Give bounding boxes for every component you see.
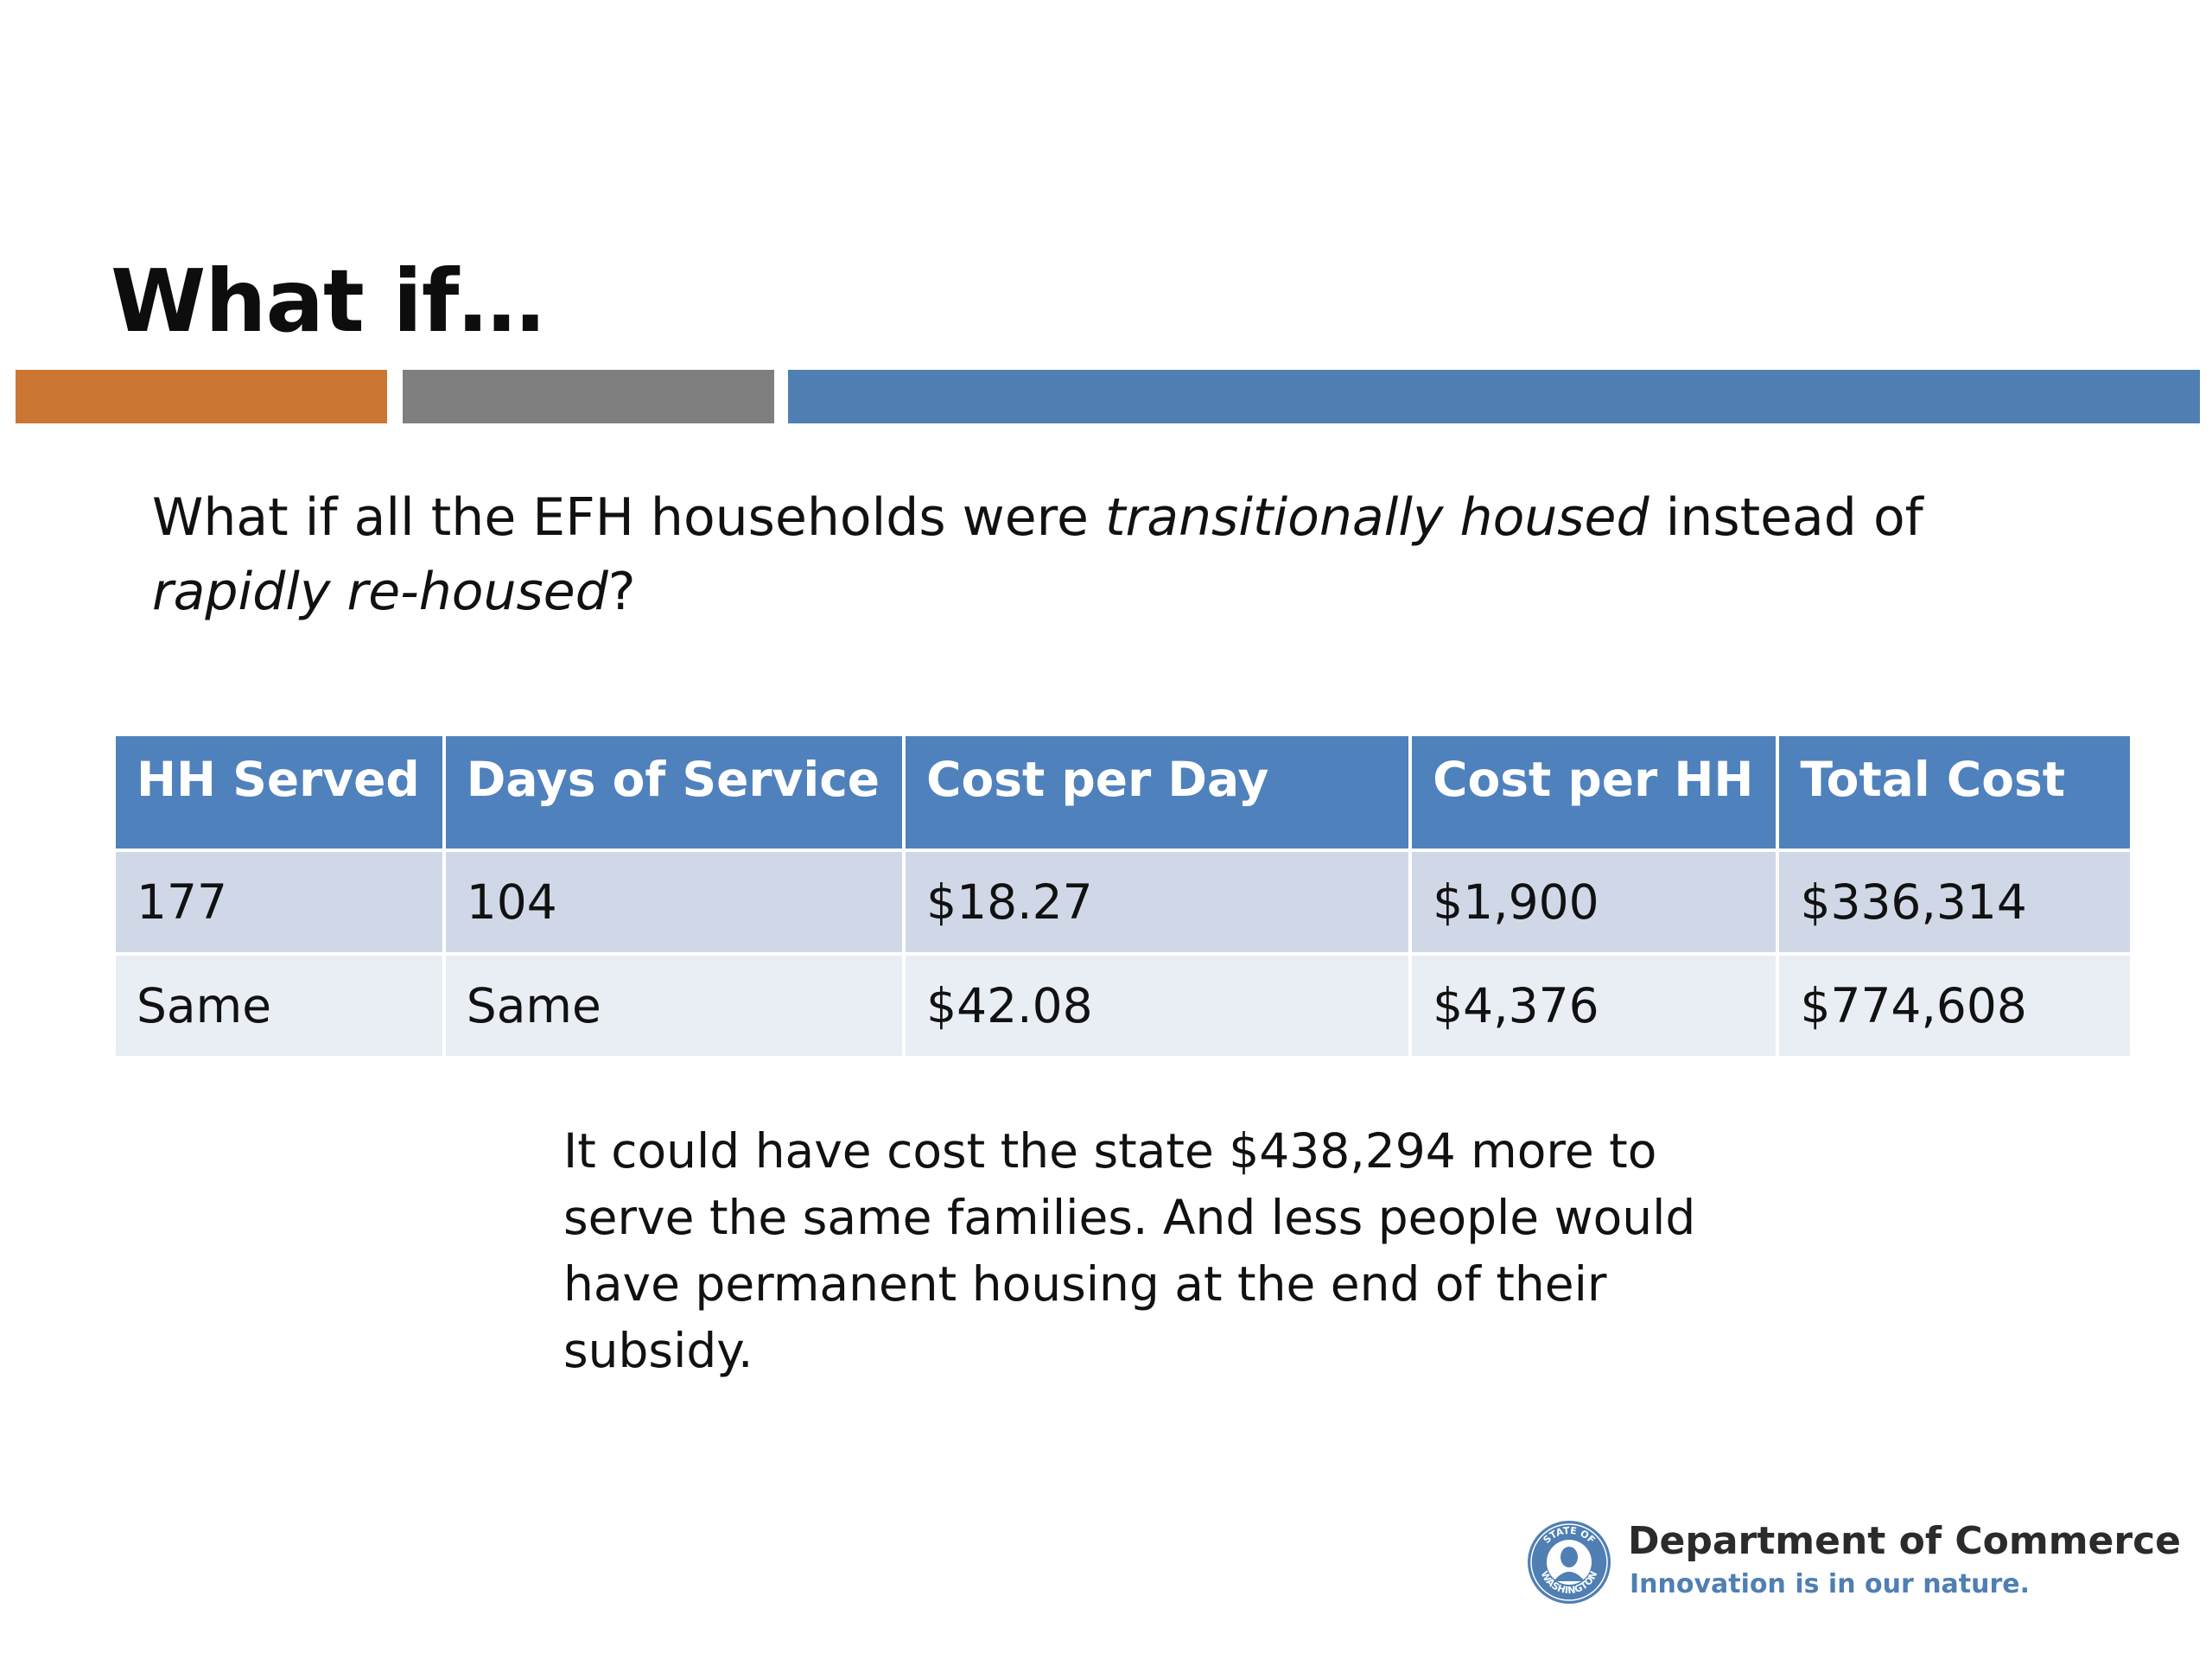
cell-hh-served: Same bbox=[116, 956, 442, 1056]
header-days-of-service: Days of Service bbox=[445, 736, 903, 849]
cell-cost-per-day: $42.08 bbox=[906, 956, 1409, 1056]
question-part-2: instead of bbox=[1649, 487, 1923, 548]
question-part-3: ? bbox=[607, 562, 636, 622]
table-header-row: HH Served Days of Service Cost per Day C… bbox=[116, 736, 2131, 849]
table-row: 177 104 $18.27 $1,900 $336,314 bbox=[116, 852, 2131, 952]
header-total-cost: Total Cost bbox=[1779, 736, 2131, 849]
cell-total-cost: $774,608 bbox=[1779, 956, 2131, 1056]
cell-hh-served: 177 bbox=[116, 852, 442, 952]
header-cost-per-hh: Cost per HH bbox=[1412, 736, 1777, 849]
question-italic-transitionally-housed: transitionally housed bbox=[1105, 487, 1649, 548]
cell-cost-per-hh: $4,376 bbox=[1412, 956, 1777, 1056]
department-name: Department of Commerce bbox=[1628, 1519, 2182, 1563]
slide-title: What if… bbox=[111, 251, 544, 352]
table-row: Same Same $42.08 $4,376 $774,608 bbox=[116, 956, 2131, 1056]
header-hh-served: HH Served bbox=[116, 736, 442, 849]
accent-bar-blue bbox=[788, 370, 2200, 423]
department-tagline: Innovation is in our nature. bbox=[1630, 1569, 2031, 1599]
accent-bar-gray bbox=[403, 370, 774, 423]
washington-state-seal-icon: STATE OF WASHINGTON bbox=[1528, 1521, 1611, 1604]
question-part-1: What if all the EFH households were bbox=[152, 487, 1105, 548]
question-text: What if all the EFH households were tran… bbox=[152, 480, 2096, 629]
cell-cost-per-day: $18.27 bbox=[906, 852, 1409, 952]
cost-comparison-table: HH Served Days of Service Cost per Day C… bbox=[112, 733, 2133, 1059]
cell-cost-per-hh: $1,900 bbox=[1412, 852, 1777, 952]
cell-days-of-service: 104 bbox=[445, 852, 903, 952]
header-cost-per-day: Cost per Day bbox=[906, 736, 1409, 849]
cell-days-of-service: Same bbox=[445, 956, 903, 1056]
question-italic-rapidly-rehoused: rapidly re-housed bbox=[152, 562, 608, 622]
accent-bar-orange bbox=[16, 370, 387, 423]
cell-total-cost: $336,314 bbox=[1779, 852, 2131, 952]
conclusion-text: It could have cost the state $438,294 mo… bbox=[563, 1123, 1696, 1378]
